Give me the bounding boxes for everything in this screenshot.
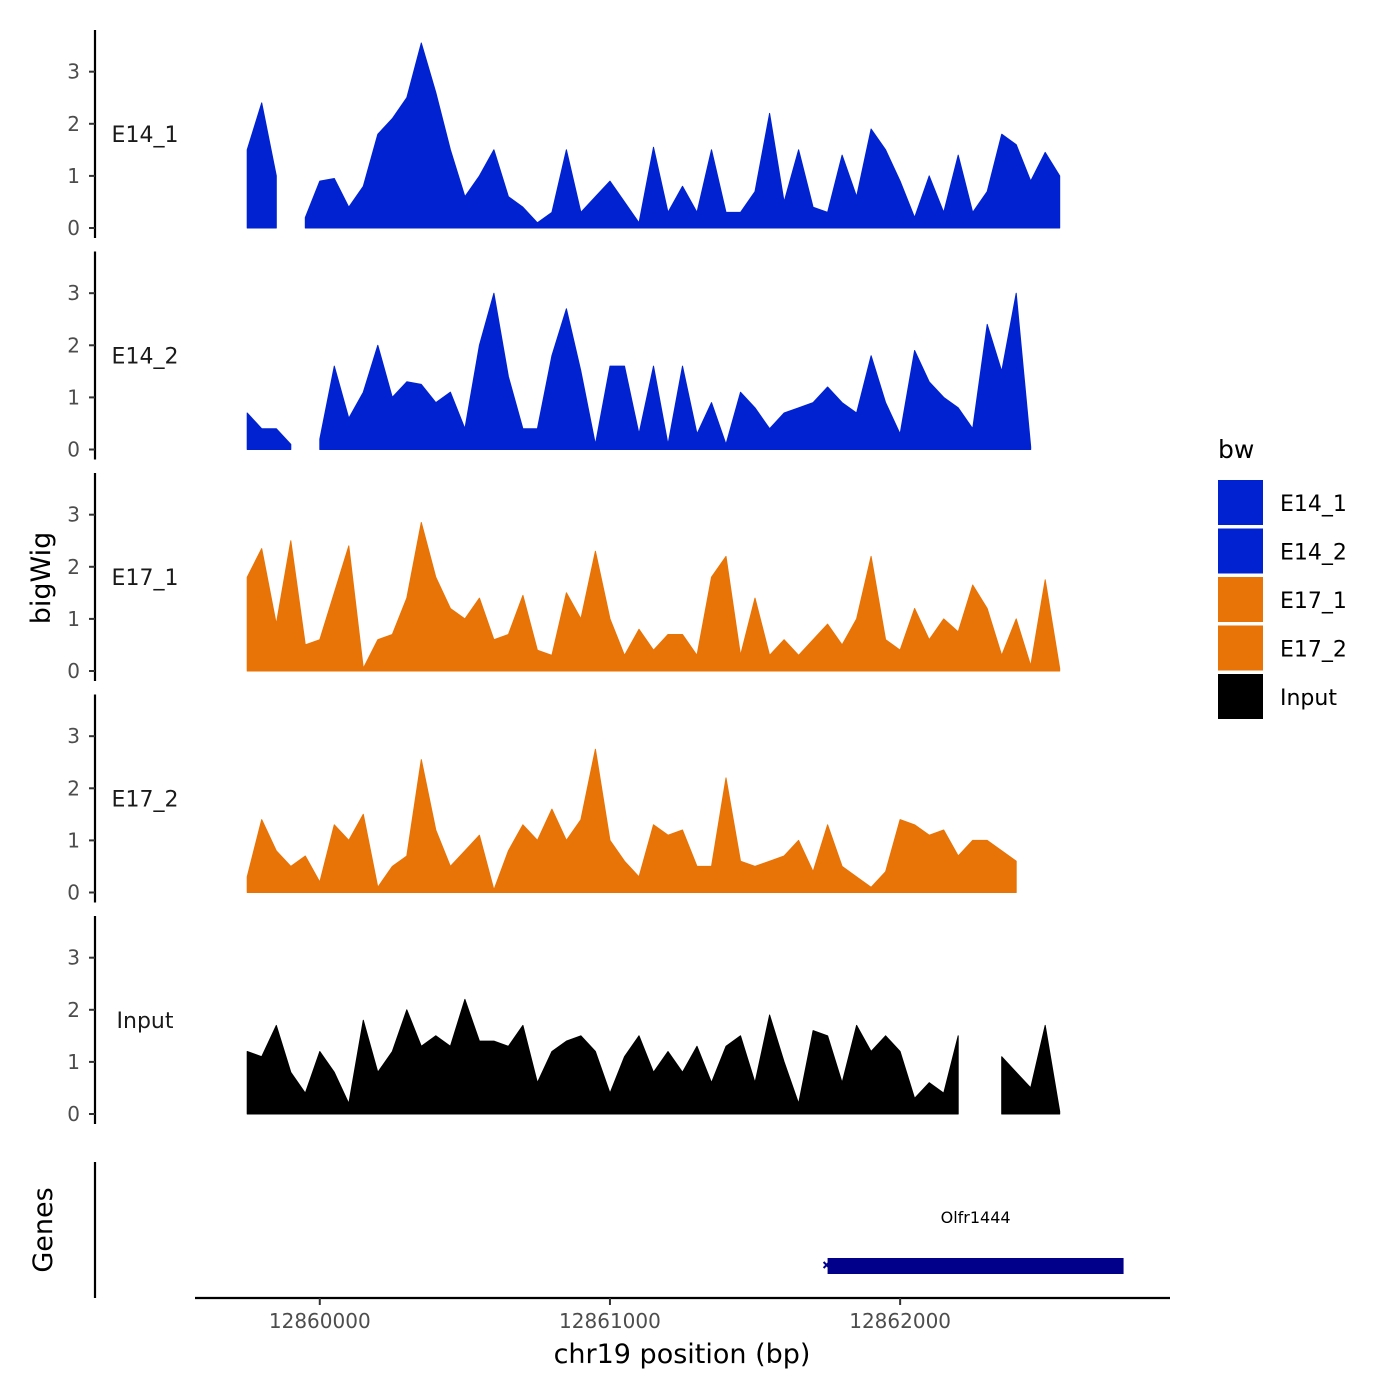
y-tick-label: 1 [67,828,80,852]
coverage-area-E14_1 [246,102,277,229]
track-label: Input [117,1009,174,1034]
y-tick-label: 2 [67,112,80,136]
gene-model[interactable]: Olfr1444 [822,1208,1124,1274]
y-tick-label: 2 [67,776,80,800]
genes-label: Genes [28,1187,59,1272]
coverage-area-Input [246,998,959,1115]
y-tick-label: 2 [67,555,80,579]
y-tick-label: 3 [67,503,80,527]
gene-panel: Genes Olfr1444 [28,1162,1124,1298]
coverage-area-E14_2 [319,292,1032,450]
track-E17_2: 0 1 2 3 E17_2 [67,694,1017,905]
y-tick-label: 1 [67,164,80,188]
legend-swatch [1218,674,1263,719]
legend-label: E14_1 [1280,492,1347,517]
track-label: E14_2 [112,345,179,370]
legend-label: E14_2 [1280,541,1347,566]
y-tick-label: 1 [67,1050,80,1074]
y-tick-label: 3 [67,946,80,970]
y-tick-label: 3 [67,60,80,84]
coverage-area-E17_1 [246,522,1061,672]
y-tick-label: 0 [67,1102,80,1126]
y-tick-label: 0 [67,438,80,462]
y-tick-label: 2 [67,333,80,357]
track-E14_1: 0 1 2 3 E14_1 [67,30,1061,240]
coverage-area-E14_1 [304,42,1061,229]
legend-swatch [1218,625,1263,671]
legend-swatch [1218,577,1263,622]
x-axis: 12860000 12861000 12862000 [195,1296,1170,1333]
legend-label: Input [1280,686,1337,711]
y-tick-label: 1 [67,607,80,631]
coverage-area-E14_2 [246,412,292,450]
y-axis-title: bigWig [26,532,57,625]
legend-title: bw [1218,435,1254,464]
legend-item-E14_1: E14_1 [1218,480,1347,525]
track-label: E17_1 [112,566,179,591]
x-tick-label: 12862000 [849,1309,951,1333]
track-label: E17_2 [112,788,179,813]
coverage-area-Input [1001,1024,1061,1115]
legend-swatch [1218,480,1263,525]
gene-label: Olfr1444 [941,1208,1011,1227]
legend-swatch [1218,528,1263,574]
legend-item-Input: Input [1218,674,1337,719]
coverage-area-E17_2 [246,748,1017,893]
x-tick-label: 12860000 [269,1309,371,1333]
x-axis-title: chr19 position (bp) [554,1339,811,1370]
track-E17_1: 0 1 2 3 E17_1 [67,473,1061,683]
y-tick-label: 0 [67,216,80,240]
y-tick-label: 1 [67,385,80,409]
y-tick-label: 0 [67,659,80,683]
y-tick-label: 3 [67,724,80,748]
legend-item-E14_2: E14_2 [1218,528,1347,574]
strand-marker-icon [822,1261,831,1269]
track-E14_2: 0 1 2 3 E14_2 [67,251,1032,462]
x-tick-label: 12861000 [559,1309,661,1333]
legend-item-E17_1: E17_1 [1218,577,1347,622]
legend: bw E14_1 E14_2 E17_1 E17_2 Input [1218,435,1347,719]
gene-body[interactable] [827,1258,1124,1274]
y-tick-label: 2 [67,998,80,1022]
y-tick-label: 0 [67,881,80,905]
legend-label: E17_2 [1280,638,1347,663]
track-Input: 0 1 2 3 Input [67,916,1061,1126]
bigwig-tracks: 0 1 2 3 E14_1 0 1 2 3 E14_2 0 1 2 3 E17_1 0 1 2 3 E17_2 0 1 2 3… [67,30,1061,1126]
track-label: E14_1 [112,123,179,148]
legend-item-E17_2: E17_2 [1218,625,1347,671]
y-tick-label: 3 [67,281,80,305]
legend-label: E17_1 [1280,589,1347,614]
